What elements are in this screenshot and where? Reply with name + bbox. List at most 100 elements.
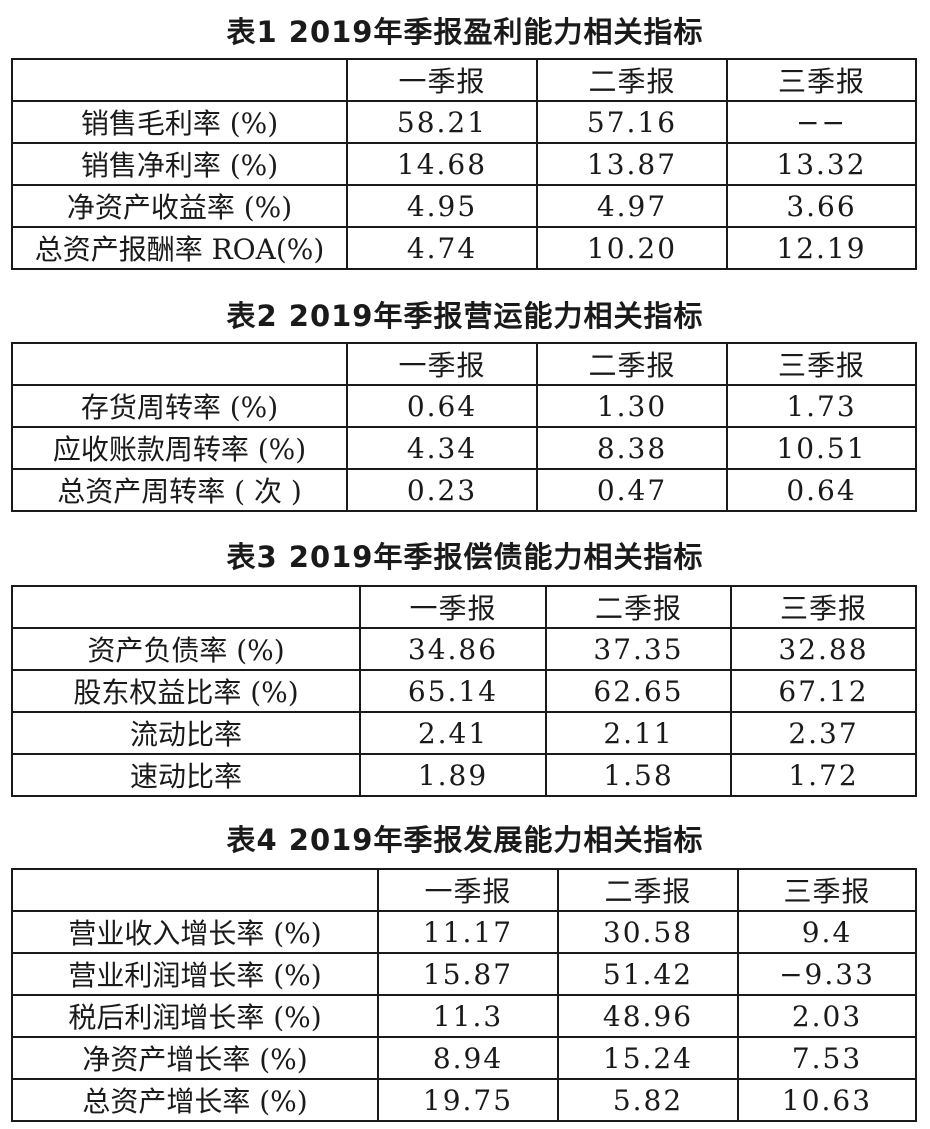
table-4: 一季报 二季报 三季报 营业收入增长率 (%) 11.17 30.58 9.4 … [11,868,917,1122]
table-2-title: 表2 2019年季报营运能力相关指标 [226,299,704,333]
table-2: 一季报 二季报 三季报 存货周转率 (%) 0.64 1.30 1.73 应收账… [11,342,917,512]
table-cell: 4.95 [346,184,538,228]
table-cell: 8.94 [377,1036,559,1080]
table-cell: 12.19 [726,226,917,270]
table-cell: −− [726,100,917,144]
header-cell: 二季报 [536,58,728,102]
row-label: 应收账款周转率 (%) [11,426,348,470]
table-row: 总资产增长率 (%) 19.75 5.82 10.63 [11,1078,917,1122]
table-cell: 11.17 [377,910,559,954]
header-cell: 三季报 [726,58,917,102]
table-cell: 0.23 [346,468,538,512]
table-row: 资产负债率 (%) 34.86 37.35 32.88 [11,627,917,671]
table-cell: 0.64 [346,384,538,428]
row-label: 股东权益比率 (%) [11,669,361,713]
table-cell: 19.75 [377,1078,559,1122]
header-cell: 三季报 [726,342,917,386]
table-header-row: 一季报 二季报 三季报 [11,868,917,912]
table-cell: 10.51 [726,426,917,470]
table-cell: 4.34 [346,426,538,470]
table-cell: 2.41 [359,711,547,755]
table-cell: 32.88 [730,627,917,671]
table-cell: 1.89 [359,753,547,797]
table-header-row: 一季报 二季报 三季报 [11,342,917,386]
table-1: 一季报 二季报 三季报 销售毛利率 (%) 58.21 57.16 −− 销售净… [11,58,917,270]
table-cell: 34.86 [359,627,547,671]
row-label: 营业利润增长率 (%) [11,952,379,996]
row-label: 总资产增长率 (%) [11,1078,379,1122]
table-row: 速动比率 1.89 1.58 1.72 [11,753,917,797]
table-row: 销售净利率 (%) 14.68 13.87 13.32 [11,142,917,186]
table-cell: 0.64 [726,468,917,512]
table-cell: 1.58 [545,753,732,797]
table-row: 销售毛利率 (%) 58.21 57.16 −− [11,100,917,144]
table-cell: 10.20 [536,226,728,270]
header-cell: 二季报 [545,585,732,629]
table-cell: 10.63 [737,1078,917,1122]
table-3-title: 表3 2019年季报偿债能力相关指标 [226,540,704,574]
table-cell: 0.47 [536,468,728,512]
row-label: 总资产周转率 ( 次 ) [11,468,348,512]
table-cell: 8.38 [536,426,728,470]
table-cell: 37.35 [545,627,732,671]
table-3: 一季报 二季报 三季报 资产负债率 (%) 34.86 37.35 32.88 … [11,585,917,797]
row-label: 存货周转率 (%) [11,384,348,428]
table-cell: 4.74 [346,226,538,270]
table-1-title: 表1 2019年季报盈利能力相关指标 [226,15,704,49]
table-cell: 51.42 [557,952,739,996]
table-cell: 62.65 [545,669,732,713]
row-label: 销售毛利率 (%) [11,100,348,144]
header-cell: 一季报 [359,585,547,629]
table-cell: 30.58 [557,910,739,954]
table-cell: 15.24 [557,1036,739,1080]
row-label: 销售净利率 (%) [11,142,348,186]
table-cell: 15.87 [377,952,559,996]
table-cell: 48.96 [557,994,739,1038]
table-cell: 14.68 [346,142,538,186]
header-cell [11,868,379,912]
table-cell: 67.12 [730,669,917,713]
table-cell: 65.14 [359,669,547,713]
table-row: 总资产周转率 ( 次 ) 0.23 0.47 0.64 [11,468,917,512]
header-cell: 二季报 [557,868,739,912]
table-cell: 5.82 [557,1078,739,1122]
table-cell: 4.97 [536,184,728,228]
table-cell: 13.87 [536,142,728,186]
row-label: 税后利润增长率 (%) [11,994,379,1038]
header-cell: 三季报 [737,868,917,912]
header-cell [11,342,348,386]
table-4-title: 表4 2019年季报发展能力相关指标 [226,823,704,857]
table-cell: 1.72 [730,753,917,797]
header-cell: 一季报 [346,58,538,102]
table-row: 净资产收益率 (%) 4.95 4.97 3.66 [11,184,917,228]
row-label: 净资产增长率 (%) [11,1036,379,1080]
table-row: 股东权益比率 (%) 65.14 62.65 67.12 [11,669,917,713]
table-row: 净资产增长率 (%) 8.94 15.24 7.53 [11,1036,917,1080]
table-cell: 58.21 [346,100,538,144]
table-row: 总资产报酬率 ROA(%) 4.74 10.20 12.19 [11,226,917,270]
row-label: 资产负债率 (%) [11,627,361,671]
table-cell: 2.37 [730,711,917,755]
table-row: 流动比率 2.41 2.11 2.37 [11,711,917,755]
table-cell: 3.66 [726,184,917,228]
row-label: 营业收入增长率 (%) [11,910,379,954]
table-cell: 7.53 [737,1036,917,1080]
header-cell [11,585,361,629]
table-cell: 57.16 [536,100,728,144]
row-label: 速动比率 [11,753,361,797]
table-row: 营业利润增长率 (%) 15.87 51.42 −9.33 [11,952,917,996]
table-header-row: 一季报 二季报 三季报 [11,58,917,102]
table-cell: 1.73 [726,384,917,428]
header-cell: 三季报 [730,585,917,629]
row-label: 流动比率 [11,711,361,755]
table-cell: 2.11 [545,711,732,755]
table-cell: 13.32 [726,142,917,186]
table-header-row: 一季报 二季报 三季报 [11,585,917,629]
row-label: 净资产收益率 (%) [11,184,348,228]
table-row: 应收账款周转率 (%) 4.34 8.38 10.51 [11,426,917,470]
table-cell: 1.30 [536,384,728,428]
table-cell: −9.33 [737,952,917,996]
table-cell: 2.03 [737,994,917,1038]
row-label: 总资产报酬率 ROA(%) [11,226,348,270]
table-row: 税后利润增长率 (%) 11.3 48.96 2.03 [11,994,917,1038]
